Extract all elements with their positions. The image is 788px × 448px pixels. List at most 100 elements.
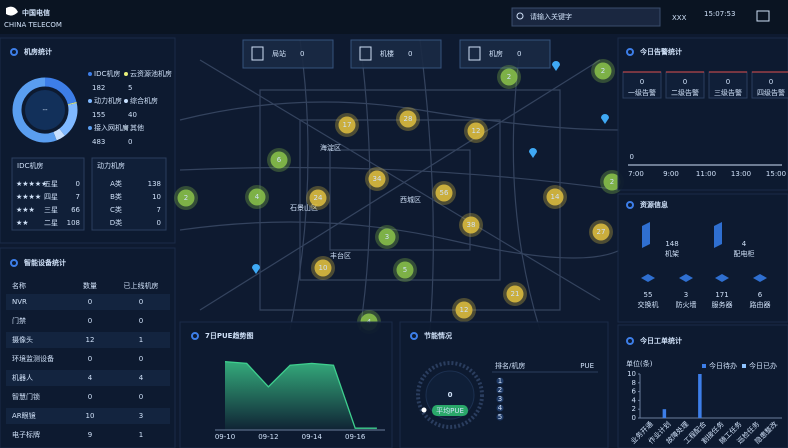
cluster-marker[interactable] (177, 189, 195, 207)
district-label: 丰台区 (330, 251, 351, 260)
table-cell: 9 (88, 431, 92, 439)
cluster-marker[interactable] (435, 184, 453, 202)
alarm-value: 0 (769, 78, 773, 86)
cluster-marker[interactable] (396, 261, 414, 279)
x-tick-label: 15:00 (766, 170, 786, 178)
row-value: 7 (157, 206, 161, 214)
stars: ★★ (16, 219, 29, 227)
panel-title: 智能设备统计 (24, 258, 66, 267)
resource-icon (641, 274, 655, 282)
cluster-marker[interactable] (378, 228, 396, 246)
row-label: B类 (110, 192, 122, 201)
title-icon (10, 48, 18, 56)
cluster-marker[interactable] (248, 188, 266, 206)
y-tick-label: 6 (632, 388, 637, 396)
cluster-marker[interactable] (467, 122, 485, 140)
stat-icon (251, 46, 264, 61)
cluster-marker[interactable] (500, 68, 518, 86)
table-header: 排名/机房 (495, 361, 525, 370)
row-value: 138 (148, 180, 161, 188)
row-value: 108 (67, 219, 80, 227)
legend-label: 接入网机房 (94, 123, 129, 132)
resource-value: 148 (665, 240, 678, 248)
resource-value: 171 (715, 291, 728, 299)
x-tick-label: 09-16 (345, 433, 366, 441)
y-tick-label: 10 (627, 370, 636, 378)
table-header: 数量 (83, 281, 97, 290)
resource-label: 路由器 (750, 300, 771, 309)
stat-icon (468, 46, 481, 61)
cluster-marker[interactable] (399, 110, 417, 128)
cluster-marker[interactable] (368, 170, 386, 188)
resource-label: 机架 (665, 249, 679, 258)
cluster-count: 56 (440, 189, 449, 197)
message-icon[interactable] (756, 10, 770, 22)
table-cell: 4 (139, 374, 144, 382)
header-bar (0, 0, 788, 34)
cluster-marker[interactable] (594, 62, 612, 80)
stat-icon (359, 46, 372, 61)
row-value: 0 (76, 180, 80, 188)
stat-value: 0 (300, 50, 304, 58)
cluster-marker[interactable] (309, 189, 327, 207)
cluster-marker[interactable] (338, 116, 356, 134)
rank-number: 2 (498, 386, 502, 394)
location-pin (529, 148, 537, 158)
cluster-count: 3 (385, 233, 389, 241)
alarm-value: 0 (640, 78, 644, 86)
table-cell: 4 (88, 374, 93, 382)
table-cell: 12 (86, 336, 95, 344)
table-cell: 0 (139, 298, 143, 306)
table-cell: 智慧门锁 (12, 392, 40, 401)
cluster-count: 12 (472, 127, 481, 135)
table-cell: 0 (139, 355, 143, 363)
rank-badge (496, 386, 504, 394)
resource-label: 配电柜 (734, 249, 755, 258)
resource-icon (714, 222, 722, 248)
resource-value: 4 (742, 240, 747, 248)
cluster-count: 21 (511, 290, 520, 298)
table-cell: 10 (86, 412, 95, 420)
panel-title: 资源信息 (640, 200, 668, 209)
cluster-count: 12 (460, 306, 469, 314)
cluster-marker[interactable] (592, 223, 610, 241)
search-box[interactable] (511, 7, 661, 27)
cluster-marker[interactable] (546, 188, 564, 206)
x-tick-label: 09-14 (302, 433, 323, 441)
cluster-marker[interactable] (455, 301, 473, 319)
stat-label: 局站 (272, 49, 286, 58)
alarm-label: 二级告警 (671, 88, 699, 97)
cluster-marker[interactable] (603, 173, 621, 191)
cluster-count: 2 (184, 194, 188, 202)
rank-number: 4 (498, 404, 503, 412)
table-cell: 0 (88, 317, 92, 325)
panel (617, 193, 788, 323)
resource-icon (715, 274, 729, 282)
legend-dot (124, 126, 128, 130)
rank-number: 1 (498, 377, 502, 385)
resource-icon (679, 274, 693, 282)
location-pin (601, 114, 609, 124)
sub-box (11, 157, 85, 231)
cluster-marker[interactable] (270, 151, 288, 169)
legend-value: 155 (92, 111, 105, 119)
cluster-marker[interactable] (506, 285, 524, 303)
cluster-count: 17 (343, 121, 352, 129)
logo-subtext: CHINA TELECOM (4, 21, 62, 29)
stat-box (459, 39, 551, 69)
gauge-label: 平均PUE (436, 406, 464, 415)
sub-title: 动力机房 (97, 161, 125, 170)
cluster-marker[interactable] (462, 216, 480, 234)
cluster-marker[interactable] (314, 259, 332, 277)
y-tick-label: 0 (632, 414, 636, 422)
resource-label: 交换机 (638, 300, 659, 309)
rank-number: 3 (498, 395, 502, 403)
unit-label: 单位(条) (626, 359, 653, 368)
row-label: 三星 (44, 206, 58, 214)
legend-label: IDC机房 (94, 69, 120, 78)
bar (662, 409, 667, 418)
alarm-box (751, 71, 788, 99)
y-tick-label: 0 (630, 153, 634, 161)
table-cell: 机器人 (12, 373, 33, 382)
stat-label: 机楼 (380, 49, 394, 58)
